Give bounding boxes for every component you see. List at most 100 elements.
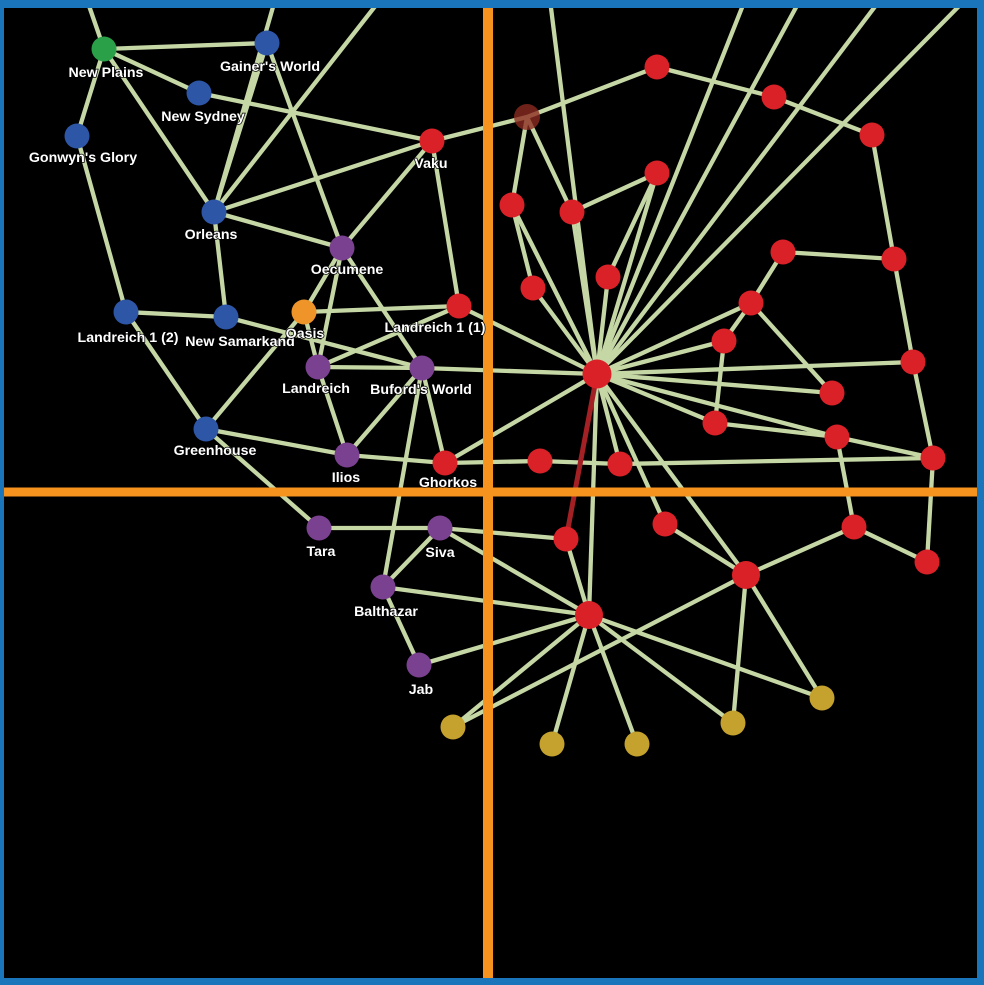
node-y5 [809, 685, 835, 711]
jump-route [571, 171, 658, 214]
node-y4 [720, 710, 746, 736]
jump-route [606, 172, 659, 278]
jump-route [596, 301, 752, 376]
node-r4 [644, 54, 670, 80]
node-landreich [305, 354, 331, 380]
node-vaku [419, 128, 445, 154]
jump-route [380, 367, 425, 588]
node-r20 [607, 451, 633, 477]
jump-route [891, 258, 916, 363]
jump-route [431, 114, 528, 144]
jump-route [595, 0, 747, 375]
node-r8 [770, 239, 796, 265]
jump-route [317, 304, 460, 369]
node-r12 [900, 349, 926, 375]
node-r10 [738, 290, 764, 316]
node-landreich-1-1 [446, 293, 472, 319]
jump-route [595, 0, 802, 376]
system-label-ilios: Ilios [332, 470, 360, 486]
jump-route [596, 359, 914, 377]
node-greenhouse [193, 416, 219, 442]
system-nodes [64, 30, 946, 757]
jump-route [525, 116, 574, 213]
system-label-bufords-world: Buford's World [370, 382, 472, 398]
system-label-gonwyns-glory: Gonwyn's Glory [29, 150, 137, 166]
jump-route [419, 367, 448, 464]
node-r25 [914, 549, 940, 575]
jump-route [439, 525, 567, 542]
jump-route [594, 373, 623, 465]
jump-route [443, 372, 599, 465]
jump-route [749, 301, 834, 395]
jump-route [421, 365, 598, 377]
border-left [0, 0, 4, 985]
jump-route [526, 64, 658, 120]
node-r7 [644, 160, 670, 186]
node-r1 [514, 104, 540, 130]
jump-route [317, 364, 423, 371]
border-bottom [0, 978, 984, 985]
jump-route [212, 0, 382, 214]
jump-route [381, 526, 442, 589]
border-right [977, 0, 984, 985]
jump-route [204, 427, 321, 530]
node-hub3 [575, 601, 603, 629]
node-r9 [881, 246, 907, 272]
jump-route [924, 457, 936, 563]
jump-route [438, 526, 591, 617]
jump-route [429, 140, 462, 307]
jump-route [346, 452, 446, 466]
jump-route [853, 525, 928, 564]
jump-route [213, 209, 343, 251]
jump-route [205, 426, 348, 458]
jump-route [509, 204, 536, 289]
jump-route [730, 574, 749, 724]
jump-route [125, 309, 227, 320]
jump-route [596, 371, 838, 440]
node-r6 [859, 122, 885, 148]
jump-route [549, 614, 592, 745]
system-label-oasis: Oasis [286, 326, 325, 342]
jump-route [782, 249, 895, 262]
jump-route [531, 286, 599, 376]
node-r16 [920, 445, 946, 471]
jump-route [596, 372, 716, 425]
jump-route [74, 48, 107, 137]
jump-route [834, 436, 857, 528]
jump-route [451, 613, 591, 729]
node-tara [306, 515, 332, 541]
jump-route [315, 366, 350, 456]
node-y3 [624, 731, 650, 757]
node-r22 [553, 526, 579, 552]
system-label-greenhouse: Greenhouse [174, 443, 257, 459]
system-label-landreich-1-1: Landreich 1 (1) [385, 320, 486, 336]
jump-route [458, 304, 598, 376]
node-r17 [520, 275, 546, 301]
node-hub [582, 359, 612, 389]
node-r18 [595, 264, 621, 290]
system-label-new-sydney: New Sydney [161, 109, 245, 125]
node-hub2 [732, 561, 760, 589]
node-siva [427, 515, 453, 541]
node-bufords-world [409, 355, 435, 381]
jump-route [509, 116, 530, 206]
node-r13 [819, 380, 845, 406]
jump-route [381, 586, 421, 666]
quadrant-line-horizontal [0, 487, 984, 497]
jump-route [204, 310, 306, 431]
node-r2 [499, 192, 525, 218]
jump-route [124, 310, 208, 431]
jump-route [213, 138, 433, 215]
jump-route [510, 204, 599, 375]
jump-route [595, 0, 967, 376]
system-label-orleans: Orleans [185, 227, 238, 243]
jump-route [340, 246, 424, 370]
node-y2 [539, 731, 565, 757]
jump-route [588, 612, 823, 701]
node-r19 [527, 448, 553, 474]
jump-route [594, 172, 660, 375]
node-landreich-1-2 [113, 299, 139, 325]
node-orleans [201, 199, 227, 225]
